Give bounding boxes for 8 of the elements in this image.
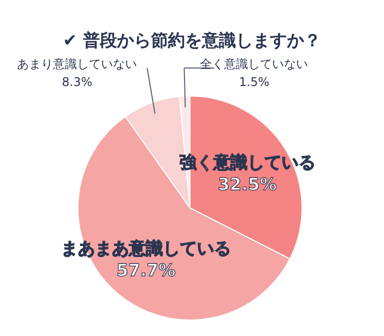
slice-label: まあまあ意識している: [61, 238, 232, 259]
slice-label: あまり意識していない: [17, 57, 138, 71]
data-label: 1.5%: [238, 75, 270, 89]
data-label: 8.3%: [62, 75, 92, 89]
data-label: 32.5%: [218, 174, 277, 195]
slice-label: 全く意識していない: [200, 57, 308, 71]
data-label: 57.7%: [116, 260, 176, 281]
chart-title: ✔ 普段から節約を意識しますか？: [62, 30, 322, 51]
